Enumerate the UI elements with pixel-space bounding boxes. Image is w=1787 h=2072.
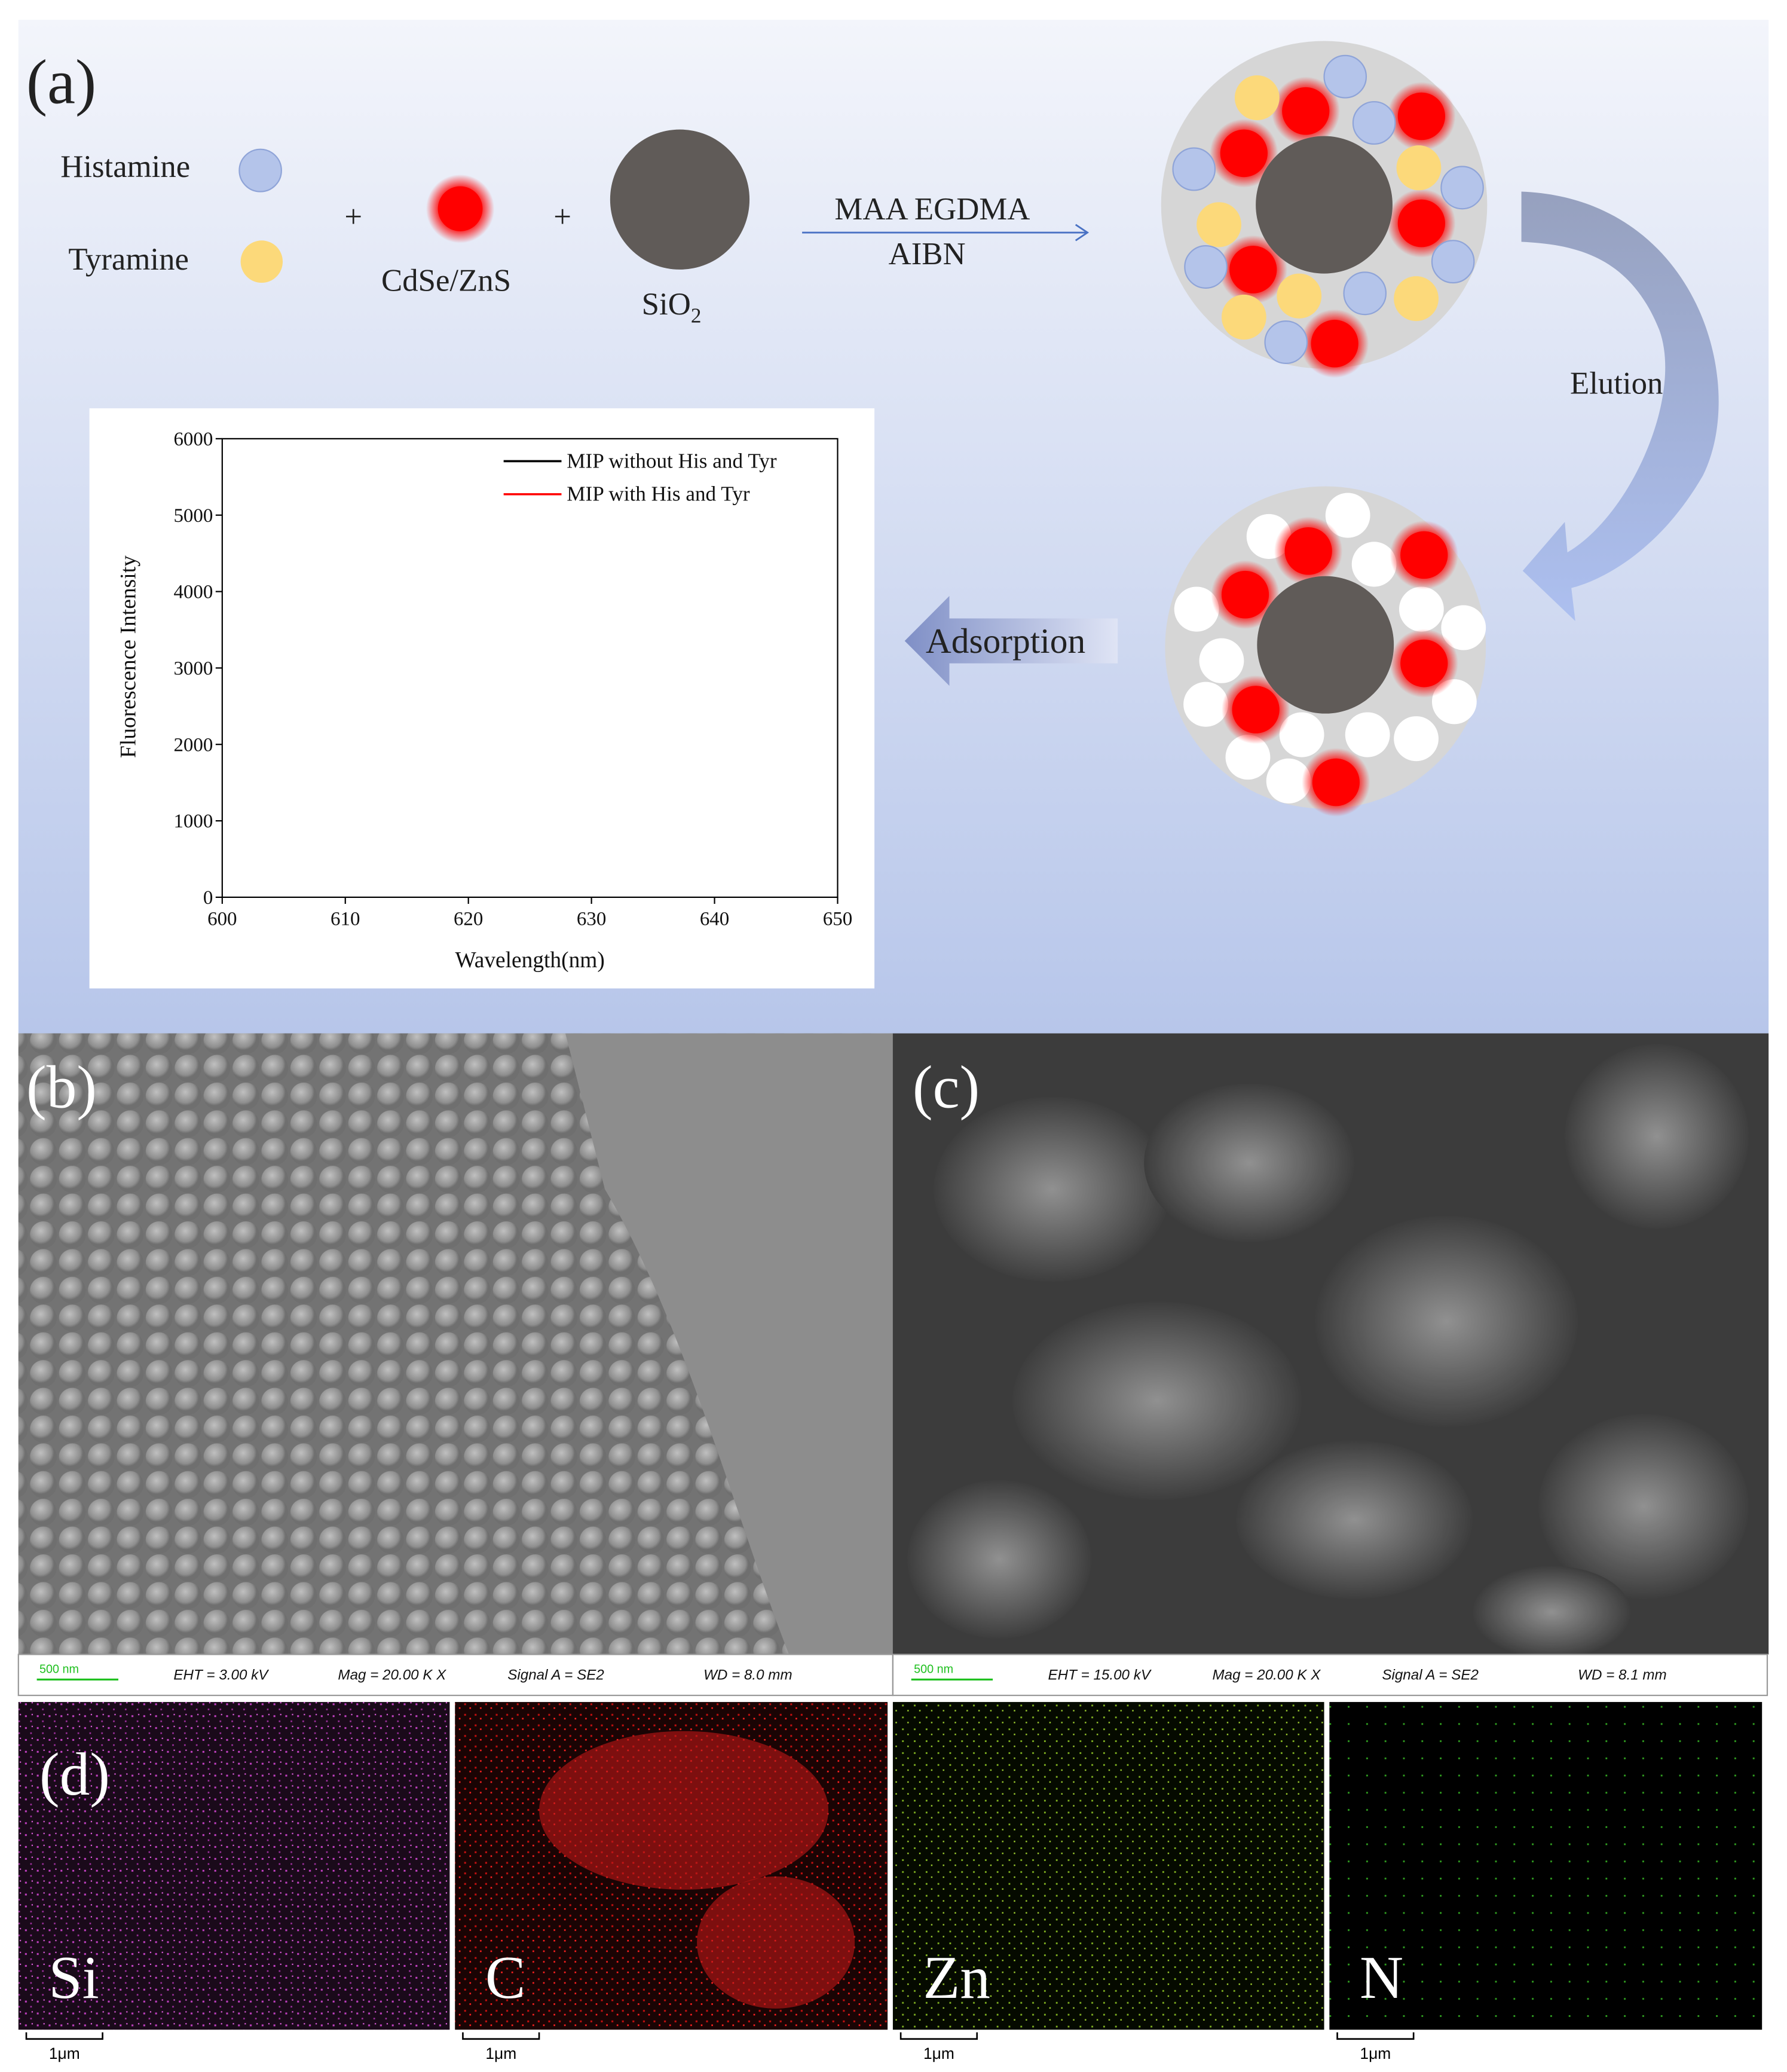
element-label: Si [48,1944,99,2011]
mag: Mag = 20.00 K X [338,1667,446,1683]
reagents-top: MAA EGDMA [834,192,1030,227]
y-tick-label: 3000 [173,658,213,679]
x-tick-label: 640 [700,908,729,930]
scale-bar [462,2032,540,2040]
eds-labels: Si 1μm C 1μm Zn 1μm N 1μm [25,1944,1415,2062]
legend-label: MIP without His and Tyr [567,449,777,472]
sio2-icon [610,129,750,270]
tyramine-icon [240,240,283,283]
element-label: Zn [923,1944,990,2011]
y-tick-label: 4000 [173,582,213,603]
sem-c-texture [907,1044,1749,1659]
elution-arrow [1521,191,1719,621]
scale-label: 1μm [1360,2045,1391,2062]
eht: EHT = 15.00 kV [1048,1667,1152,1683]
signal: Signal A = SE2 [507,1667,604,1683]
eds-zn-map [892,1702,1324,2030]
x-axis-title: Wavelength(nm) [455,948,604,973]
x-tick-label: 600 [207,908,237,930]
scale-label: 500 nm [914,1663,953,1676]
histamine-label: Histamine [60,149,190,184]
scale-bar [1336,2032,1415,2040]
sio2-label: SiO2 [642,287,702,327]
panel-label: (b) [26,1053,97,1120]
mag: Mag = 20.00 K X [1213,1667,1321,1683]
tyramine-label: Tyramine [68,242,188,277]
chart: Wavelength(nm) Fluorescence Intensity 0 1… [117,429,853,973]
wd: WD = 8.0 mm [703,1667,792,1683]
sem-b-substrate [565,1033,893,1655]
scheme: (a) Histamine Tyramine + CdSe/ZnS + SiO2… [26,41,1719,817]
sem-info: 500 nm EHT = 3.00 kV Mag = 20.00 K X Signal… [17,1654,1768,1697]
chart-background [89,408,875,989]
sem-info-bar [17,1654,893,1697]
y-tick-label: 1000 [173,811,213,832]
scale-label: 1μm [49,2045,80,2062]
panel-label: (a) [26,47,96,117]
panel-label: (c) [913,1053,980,1120]
x-tick-label: 650 [823,908,852,930]
element-label: N [1360,1944,1403,2011]
reagents-bottom: AIBN [889,237,966,271]
panel-label: (d) [39,1741,110,1808]
adsorption-arrow [904,595,1118,686]
wd: WD = 8.1 mm [1578,1667,1667,1683]
scale-label: 500 nm [39,1663,79,1676]
eluted-sites [1174,493,1486,817]
scale-bar [899,2032,978,2040]
sio2-sub: 2 [691,304,702,327]
mip-sites [1172,54,1484,378]
x-tick-label: 610 [331,908,360,930]
sio2-base: SiO [642,287,691,322]
eht: EHT = 3.00 kV [173,1667,270,1683]
sem-info-bar [892,1654,1768,1697]
qd-label: CdSe/ZnS [381,263,511,298]
eluted-core [1257,576,1394,714]
eds-c-hotspot [539,1731,829,1890]
scale-bar [25,2032,103,2040]
eds-c-hotspot [697,1876,855,2009]
y-tick-label: 5000 [173,505,213,527]
y-tick-label: 6000 [173,429,213,450]
y-tick-label: 2000 [173,734,213,756]
plus: + [553,200,571,234]
x-tick-label: 620 [454,908,483,930]
y-axis-title: Fluorescence Intensity [117,555,141,758]
reaction-arrowhead [1075,224,1090,242]
scale-label: 1μm [923,2045,954,2062]
x-tick-label: 630 [577,908,606,930]
elution-label: Elution [1570,366,1663,401]
element-label: C [485,1944,526,2011]
signal: Signal A = SE2 [1382,1667,1479,1683]
qd-core [437,186,483,231]
plus: + [344,200,362,234]
adsorption-label: Adsorption [926,621,1085,661]
scale-label: 1μm [485,2045,516,2062]
histamine-icon [238,148,282,192]
eds-n-map [1329,1702,1762,2030]
mip-core [1256,136,1393,274]
legend-label: MIP with His and Tyr [567,482,750,506]
eds-si-map [18,1702,450,2030]
y-tick-label: 0 [203,887,213,909]
